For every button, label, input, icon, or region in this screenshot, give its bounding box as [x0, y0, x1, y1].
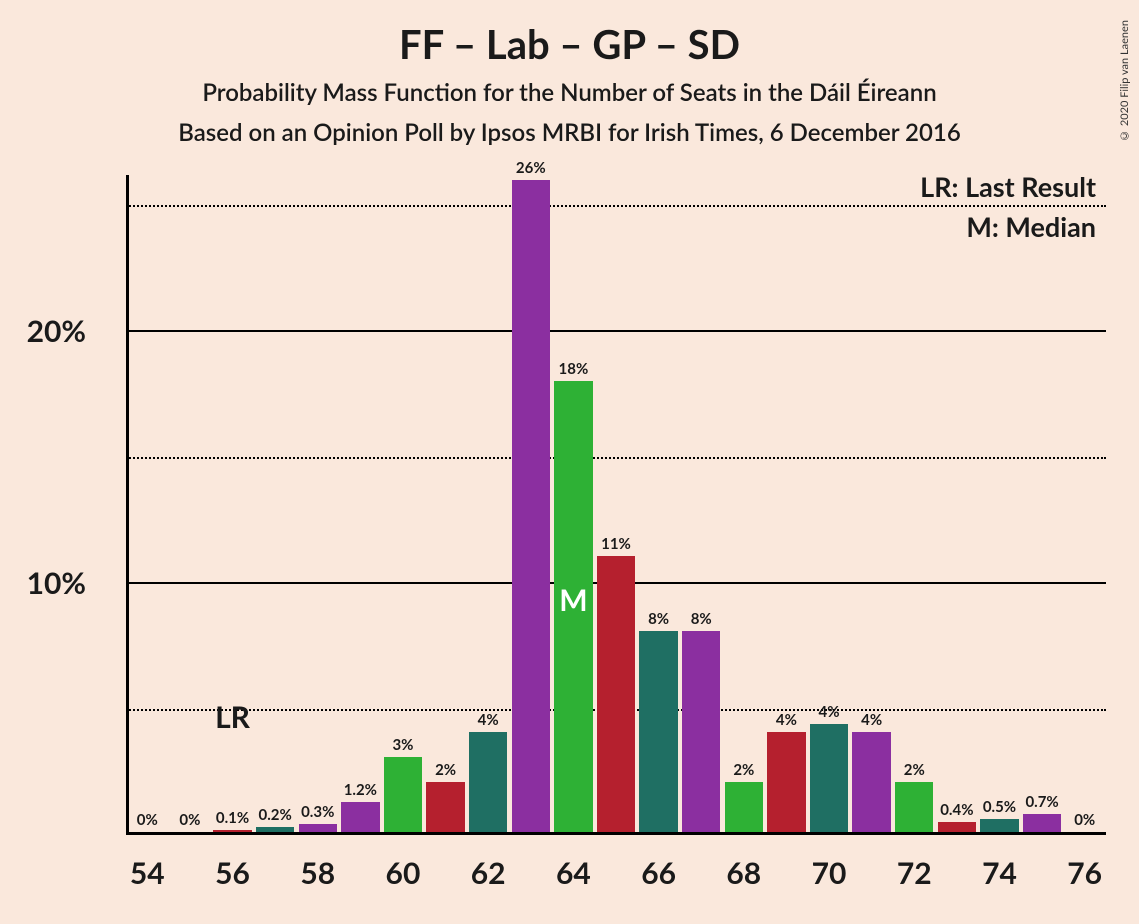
- bar: [725, 782, 763, 832]
- chart-title: FF – Lab – GP – SD: [0, 20, 1139, 68]
- bar: [256, 827, 294, 832]
- bar: [810, 724, 848, 832]
- bar-value-label: 26%: [516, 159, 546, 177]
- bar: [469, 732, 507, 832]
- bar: [213, 830, 251, 833]
- plot-area: LR: Last Result M: Median 10%20%54565860…: [126, 175, 1106, 835]
- bar-value-label: 1.2%: [344, 781, 377, 799]
- gridline-minor: [126, 457, 1106, 459]
- bar-value-label: 4%: [478, 711, 499, 729]
- bar: [767, 732, 805, 832]
- bar-value-label: 3%: [392, 736, 413, 754]
- y-axis-label: 20%: [0, 313, 86, 349]
- x-axis-label: 72: [897, 855, 932, 891]
- bar-value-label: 0.4%: [940, 801, 973, 819]
- x-axis-label: 74: [982, 855, 1017, 891]
- bar-value-label: 4%: [819, 703, 840, 721]
- gridline-minor: [126, 205, 1106, 207]
- x-axis-label: 54: [130, 855, 165, 891]
- x-axis: [126, 832, 1106, 835]
- bar-value-label: 0.7%: [1025, 793, 1058, 811]
- bar: [426, 782, 464, 832]
- bar-value-label: 0%: [179, 811, 200, 829]
- bar-value-label: 0%: [1074, 811, 1095, 829]
- bar-value-label: 2%: [733, 761, 754, 779]
- x-axis-label: 70: [812, 855, 847, 891]
- chart-container: FF – Lab – GP – SD Probability Mass Func…: [0, 0, 1139, 924]
- chart-subtitle-2: Based on an Opinion Poll by Ipsos MRBI f…: [0, 118, 1139, 147]
- bar: [512, 180, 550, 832]
- x-axis-label: 60: [386, 855, 421, 891]
- y-axis-label: 10%: [0, 565, 86, 601]
- bar-value-label: 2%: [435, 761, 456, 779]
- y-axis: [126, 175, 129, 835]
- bar: [852, 732, 890, 832]
- bar: [299, 824, 337, 832]
- x-axis-label: 76: [1067, 855, 1102, 891]
- x-axis-label: 66: [641, 855, 676, 891]
- bar: [384, 757, 422, 832]
- bar: [639, 631, 677, 832]
- bar-value-label: 2%: [904, 761, 925, 779]
- bar-value-label: 0.3%: [301, 803, 334, 821]
- legend-lr: LR: Last Result: [920, 170, 1096, 203]
- bar: [980, 819, 1018, 832]
- bar-value-label: 4%: [861, 711, 882, 729]
- bar: [597, 556, 635, 832]
- bar: [1023, 814, 1061, 832]
- gridline: [126, 330, 1106, 332]
- bar: [895, 782, 933, 832]
- x-axis-label: 58: [300, 855, 335, 891]
- legend-m: M: Median: [966, 210, 1096, 243]
- bar-value-label: 0.2%: [258, 806, 291, 824]
- copyright-text: © 2020 Filip van Laenen: [1118, 20, 1131, 142]
- last-result-marker: LR: [215, 699, 250, 735]
- bar-value-label: 4%: [776, 711, 797, 729]
- bar-value-label: 0%: [137, 811, 158, 829]
- chart-subtitle-1: Probability Mass Function for the Number…: [0, 78, 1139, 107]
- bar-value-label: 8%: [691, 610, 712, 628]
- bar: [341, 802, 379, 832]
- bar: [682, 631, 720, 832]
- x-axis-label: 62: [471, 855, 506, 891]
- bar-value-label: 8%: [648, 610, 669, 628]
- median-marker: M: [559, 582, 587, 618]
- bar-value-label: 0.1%: [216, 809, 249, 827]
- x-axis-label: 64: [556, 855, 591, 891]
- x-axis-label: 68: [726, 855, 761, 891]
- x-axis-label: 56: [215, 855, 250, 891]
- bar-value-label: 18%: [559, 360, 589, 378]
- bar: [938, 822, 976, 832]
- bar-value-label: 0.5%: [983, 798, 1016, 816]
- bar-value-label: 11%: [601, 535, 631, 553]
